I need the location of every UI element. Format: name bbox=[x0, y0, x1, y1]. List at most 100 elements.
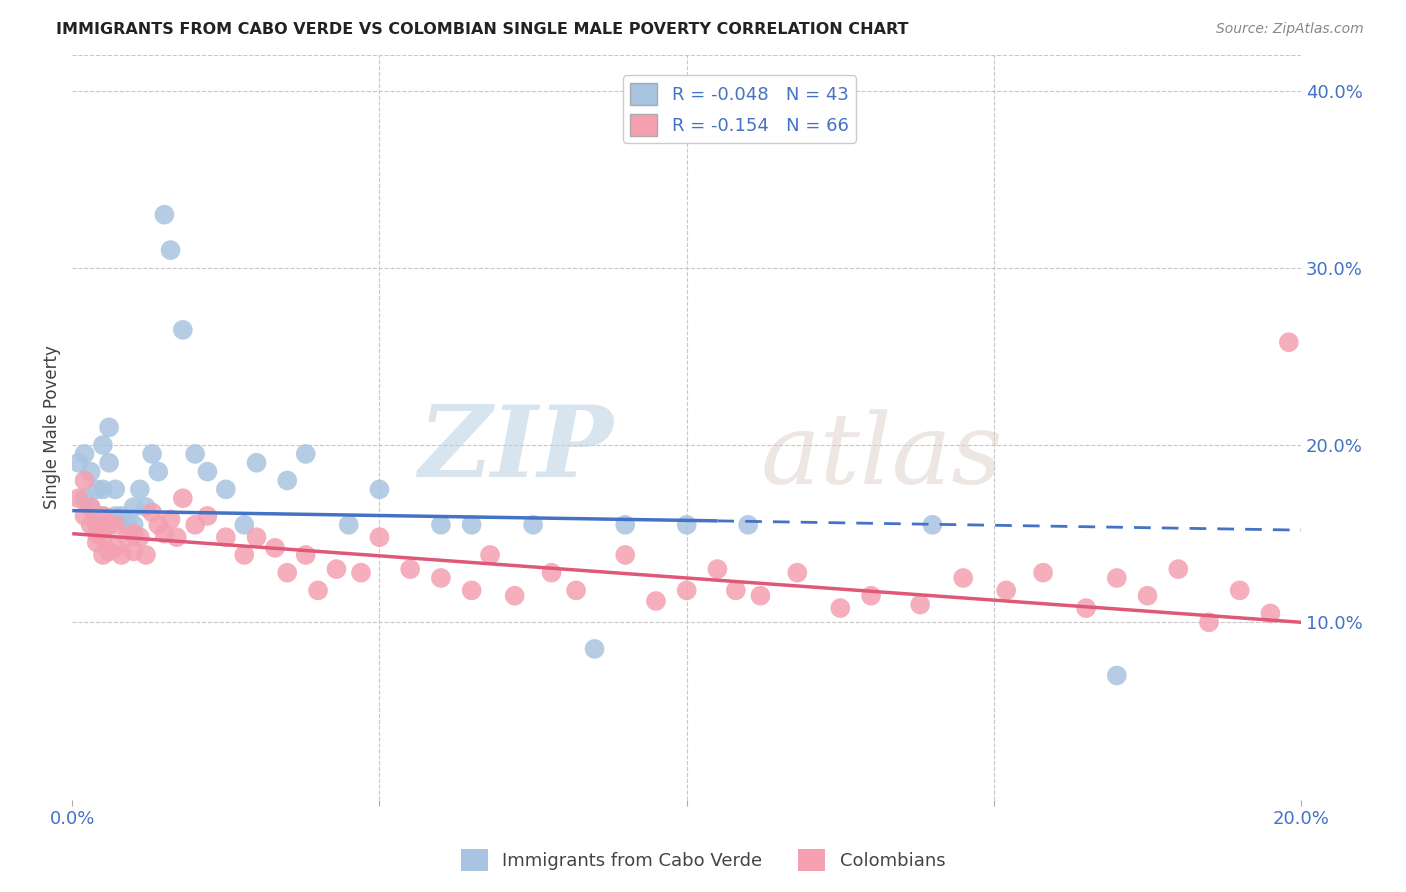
Point bbox=[110, 548, 132, 562]
Point bbox=[1105, 571, 1128, 585]
Point bbox=[540, 566, 562, 580]
Legend: R = -0.048   N = 43, R = -0.154   N = 66: R = -0.048 N = 43, R = -0.154 N = 66 bbox=[623, 75, 856, 143]
Point bbox=[197, 508, 219, 523]
Point bbox=[122, 517, 145, 532]
Point bbox=[73, 491, 96, 506]
Point bbox=[86, 517, 108, 532]
Point bbox=[233, 517, 256, 532]
Point bbox=[430, 571, 453, 585]
Point bbox=[1260, 607, 1282, 621]
Point bbox=[141, 505, 163, 519]
Point bbox=[135, 548, 157, 562]
Point bbox=[460, 583, 482, 598]
Point bbox=[325, 562, 347, 576]
Point bbox=[135, 500, 157, 514]
Point bbox=[460, 517, 482, 532]
Point bbox=[122, 526, 145, 541]
Point bbox=[117, 517, 139, 532]
Point bbox=[153, 526, 176, 541]
Point bbox=[110, 508, 132, 523]
Point bbox=[215, 483, 238, 497]
Point bbox=[233, 548, 256, 562]
Point bbox=[749, 589, 772, 603]
Point bbox=[159, 243, 181, 257]
Point bbox=[565, 583, 588, 598]
Point bbox=[104, 483, 127, 497]
Point bbox=[1074, 601, 1097, 615]
Point bbox=[98, 517, 121, 532]
Legend: Immigrants from Cabo Verde, Colombians: Immigrants from Cabo Verde, Colombians bbox=[453, 842, 953, 879]
Point bbox=[172, 491, 194, 506]
Point bbox=[479, 548, 502, 562]
Point bbox=[737, 517, 759, 532]
Point bbox=[614, 517, 637, 532]
Point bbox=[614, 548, 637, 562]
Text: ZIP: ZIP bbox=[418, 401, 613, 498]
Point bbox=[79, 465, 101, 479]
Point bbox=[98, 420, 121, 434]
Text: atlas: atlas bbox=[761, 409, 1002, 505]
Point bbox=[67, 491, 90, 506]
Point bbox=[86, 535, 108, 549]
Point bbox=[430, 517, 453, 532]
Point bbox=[104, 541, 127, 555]
Point bbox=[830, 601, 852, 615]
Point bbox=[79, 517, 101, 532]
Point bbox=[73, 508, 96, 523]
Point bbox=[86, 483, 108, 497]
Point bbox=[264, 541, 287, 555]
Text: IMMIGRANTS FROM CABO VERDE VS COLOMBIAN SINGLE MALE POVERTY CORRELATION CHART: IMMIGRANTS FROM CABO VERDE VS COLOMBIAN … bbox=[56, 22, 908, 37]
Point bbox=[294, 447, 316, 461]
Point bbox=[908, 598, 931, 612]
Point bbox=[91, 530, 114, 544]
Point bbox=[786, 566, 808, 580]
Point bbox=[1229, 583, 1251, 598]
Point bbox=[153, 208, 176, 222]
Point bbox=[184, 447, 207, 461]
Point bbox=[166, 530, 188, 544]
Point bbox=[583, 641, 606, 656]
Point bbox=[952, 571, 974, 585]
Point bbox=[91, 508, 114, 523]
Point bbox=[79, 500, 101, 514]
Point bbox=[245, 456, 267, 470]
Point bbox=[294, 548, 316, 562]
Point bbox=[67, 456, 90, 470]
Point bbox=[307, 583, 329, 598]
Point bbox=[141, 447, 163, 461]
Point bbox=[1032, 566, 1054, 580]
Point bbox=[128, 483, 150, 497]
Point bbox=[503, 589, 526, 603]
Point bbox=[675, 517, 697, 532]
Point bbox=[128, 530, 150, 544]
Point bbox=[104, 508, 127, 523]
Point bbox=[350, 566, 373, 580]
Point bbox=[245, 530, 267, 544]
Point bbox=[1278, 335, 1301, 350]
Point bbox=[337, 517, 360, 532]
Point bbox=[104, 517, 127, 532]
Point bbox=[1105, 668, 1128, 682]
Point bbox=[1167, 562, 1189, 576]
Point bbox=[215, 530, 238, 544]
Point bbox=[172, 323, 194, 337]
Point bbox=[184, 517, 207, 532]
Point bbox=[399, 562, 422, 576]
Point bbox=[276, 566, 298, 580]
Point bbox=[860, 589, 883, 603]
Point bbox=[368, 483, 391, 497]
Point bbox=[122, 544, 145, 558]
Point bbox=[91, 508, 114, 523]
Text: Source: ZipAtlas.com: Source: ZipAtlas.com bbox=[1216, 22, 1364, 37]
Point bbox=[91, 438, 114, 452]
Point bbox=[1136, 589, 1159, 603]
Point bbox=[98, 544, 121, 558]
Point bbox=[368, 530, 391, 544]
Point bbox=[921, 517, 943, 532]
Point bbox=[86, 526, 108, 541]
Point bbox=[645, 594, 668, 608]
Point bbox=[91, 483, 114, 497]
Point bbox=[148, 465, 170, 479]
Y-axis label: Single Male Poverty: Single Male Poverty bbox=[44, 345, 60, 509]
Point bbox=[1198, 615, 1220, 630]
